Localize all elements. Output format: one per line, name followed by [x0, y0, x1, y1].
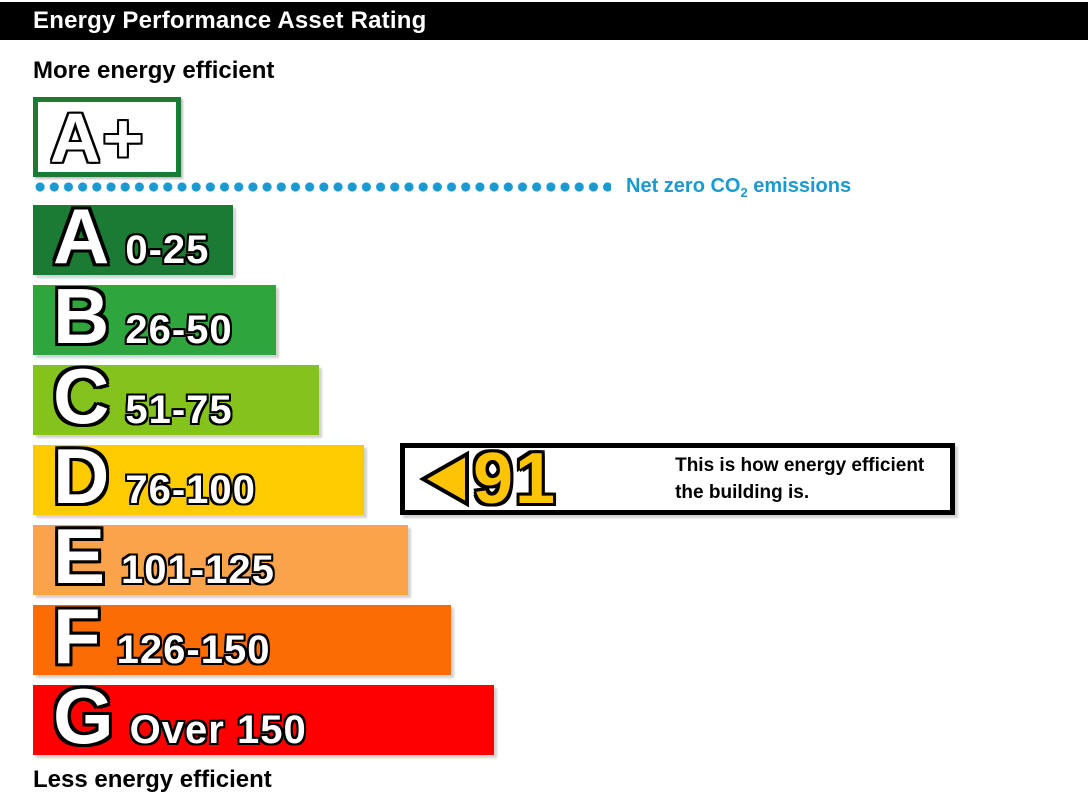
band-letter: D	[53, 432, 110, 520]
title-bar: Energy Performance Asset Rating	[0, 2, 1088, 40]
band-row: E 101-125	[33, 512, 408, 600]
less-efficient-label: Less energy efficient	[33, 766, 272, 793]
a-plus-letter: A+	[50, 99, 146, 177]
more-efficient-label: More energy efficient	[33, 57, 275, 84]
net-zero-label-subscript: 2	[740, 184, 748, 200]
rating-description-line2: the building is.	[675, 482, 810, 503]
band-range: Over 150	[129, 708, 307, 752]
band-range: 101-125	[121, 548, 275, 592]
band-range: 76-100	[125, 468, 256, 512]
band-row: C 51-75	[33, 352, 319, 440]
rating-value: 91	[473, 439, 558, 519]
net-zero-dotted-line-icon	[33, 180, 611, 194]
band-row: F 126-150	[33, 592, 451, 680]
band-range: 51-75	[125, 388, 233, 432]
band-letter: A	[53, 192, 110, 280]
left-arrow-icon	[419, 450, 469, 508]
net-zero-row: Net zero CO2 emissions	[33, 175, 851, 200]
page-title: Energy Performance Asset Rating	[33, 7, 427, 34]
band-row: B 26-50	[33, 272, 276, 360]
band-row: A 0-25	[33, 192, 233, 280]
band-range: 0-25	[125, 228, 210, 272]
rating-description: This is how energy efficient the buildin…	[675, 452, 924, 506]
band-range: 26-50	[125, 308, 233, 352]
band-letter: E	[53, 512, 106, 600]
bands: A 0-25 B 26-50 C 51-75 D 76-100 E 101-12…	[33, 192, 494, 765]
band-row: G Over 150	[33, 672, 494, 760]
band-letter: G	[53, 672, 114, 760]
band-letter: C	[53, 352, 110, 440]
rating-description-line1: This is how energy efficient	[675, 455, 925, 476]
net-zero-label-prefix: Net zero CO	[626, 174, 741, 197]
net-zero-label: Net zero CO2 emissions	[626, 175, 851, 200]
band-letter: B	[53, 272, 110, 360]
a-plus-band: A+	[33, 97, 181, 177]
net-zero-label-suffix: emissions	[747, 174, 852, 197]
rating-indicator: 91 This is how energy efficient the buil…	[400, 443, 955, 515]
band-row: D 76-100	[33, 432, 364, 520]
band-letter: F	[53, 592, 101, 680]
band-range: 126-150	[116, 628, 271, 672]
